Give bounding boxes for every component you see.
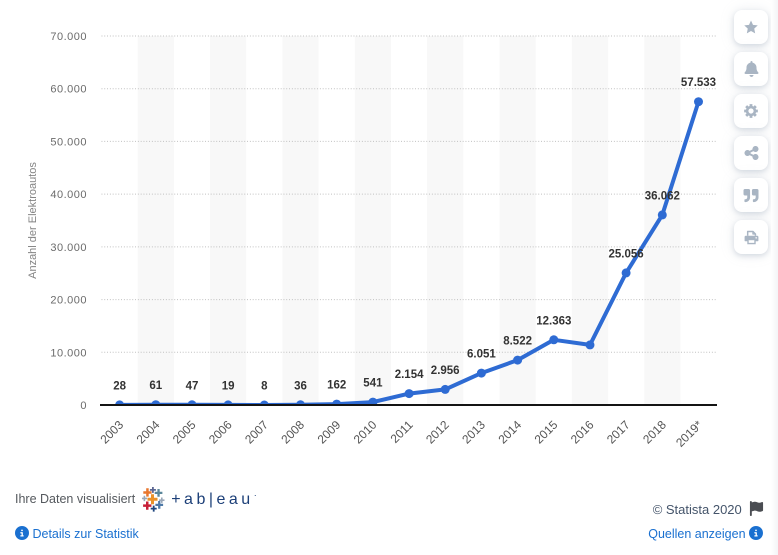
svg-text:25.056: 25.056 (609, 248, 644, 260)
svg-text:20.000: 20.000 (50, 295, 87, 307)
svg-text:2005: 2005 (170, 417, 199, 446)
svg-text:2011: 2011 (388, 417, 416, 445)
svg-text:Anzahl der Elektroautos: Anzahl der Elektroautos (27, 162, 39, 279)
svg-text:36.062: 36.062 (645, 190, 680, 202)
svg-text:30.000: 30.000 (50, 242, 87, 254)
svg-text:60.000: 60.000 (50, 84, 87, 96)
svg-text:2018: 2018 (640, 417, 669, 446)
svg-text:50.000: 50.000 (50, 136, 87, 148)
svg-text:2.154: 2.154 (395, 369, 424, 381)
svg-text:0: 0 (80, 400, 87, 412)
svg-text:8.522: 8.522 (503, 336, 532, 348)
svg-text:541: 541 (363, 378, 383, 390)
svg-text:2014: 2014 (495, 417, 524, 446)
svg-text:6.051: 6.051 (467, 349, 496, 361)
svg-text:2017: 2017 (604, 417, 633, 446)
svg-text:2012: 2012 (423, 417, 452, 446)
svg-text:162: 162 (327, 380, 346, 392)
svg-text:70.000: 70.000 (50, 31, 87, 43)
svg-text:2004: 2004 (134, 417, 163, 446)
svg-text:28: 28 (113, 380, 126, 392)
svg-text:19: 19 (222, 380, 235, 392)
svg-text:2016: 2016 (568, 417, 597, 446)
svg-text:2006: 2006 (206, 417, 235, 446)
svg-text:2008: 2008 (278, 417, 307, 446)
svg-text:36: 36 (294, 380, 307, 392)
svg-text:8: 8 (261, 381, 268, 393)
svg-text:2015: 2015 (532, 417, 561, 446)
svg-text:57.533: 57.533 (681, 77, 716, 89)
svg-text:47: 47 (186, 380, 199, 392)
svg-text:2.956: 2.956 (431, 365, 460, 377)
svg-text:2007: 2007 (242, 417, 271, 446)
svg-text:2009: 2009 (315, 417, 344, 446)
svg-text:40.000: 40.000 (50, 189, 87, 201)
svg-text:12.363: 12.363 (536, 315, 571, 327)
svg-text:10.000: 10.000 (50, 347, 87, 359)
svg-text:2010: 2010 (351, 417, 380, 446)
svg-text:2013: 2013 (459, 417, 488, 446)
svg-text:2019*: 2019* (673, 417, 705, 449)
svg-text:2003: 2003 (97, 417, 126, 446)
svg-text:61: 61 (149, 380, 162, 392)
